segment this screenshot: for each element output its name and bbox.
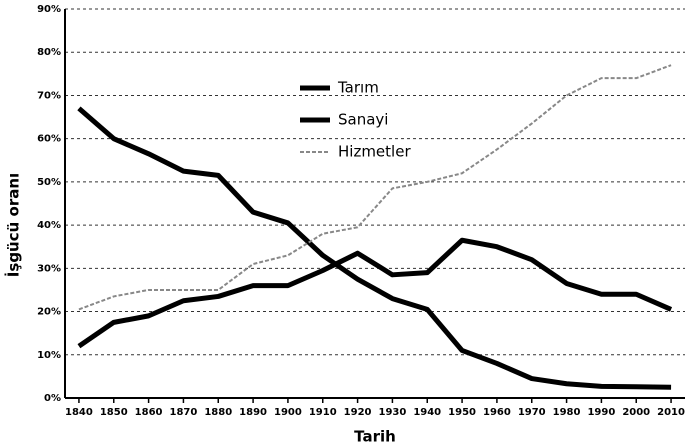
- x-tick-label: 1850: [100, 407, 128, 418]
- x-tick-label: 1870: [170, 407, 198, 418]
- x-tick-label: 2010: [657, 407, 685, 418]
- x-tick-label: 1950: [448, 407, 476, 418]
- x-tick-label: 1940: [413, 407, 441, 418]
- y-tick-label: 90%: [37, 4, 61, 15]
- x-axis-label: Tarih: [354, 428, 396, 446]
- series-line: [77, 237, 673, 349]
- legend-label: Tarım: [337, 79, 379, 97]
- y-tick-label: 60%: [37, 134, 61, 145]
- series-line: [77, 106, 672, 390]
- x-tick-label: 1860: [135, 407, 163, 418]
- x-tick-label: 1930: [378, 407, 406, 418]
- x-tick-label: 1960: [483, 407, 511, 418]
- y-tick-label: 10%: [37, 350, 61, 361]
- x-tick-label: 1970: [518, 407, 546, 418]
- x-tick-label: 1890: [239, 407, 267, 418]
- legend-label: Hizmetler: [338, 143, 411, 161]
- y-tick-label: 40%: [37, 220, 61, 231]
- y-tick-label: 50%: [37, 177, 61, 188]
- y-tick-label: 30%: [37, 263, 61, 274]
- x-tick-label: 1900: [274, 407, 302, 418]
- x-tick-label: 2000: [622, 407, 650, 418]
- y-tick-label: 80%: [37, 47, 61, 58]
- y-tick-label: 70%: [37, 90, 61, 101]
- x-tick-label: 1880: [204, 407, 232, 418]
- x-tick-label: 1920: [344, 407, 372, 418]
- x-tick-label: 1980: [553, 407, 581, 418]
- x-tick-label: 1990: [587, 407, 615, 418]
- x-tick-label: 1840: [65, 407, 93, 418]
- series-line: [78, 64, 672, 311]
- x-tick-label: 1910: [309, 407, 337, 418]
- y-axis-label: İşgücü oranı: [4, 173, 23, 277]
- y-tick-label: 0%: [44, 393, 61, 404]
- y-tick-label: 20%: [37, 307, 61, 318]
- legend-label: Sanayi: [338, 111, 388, 129]
